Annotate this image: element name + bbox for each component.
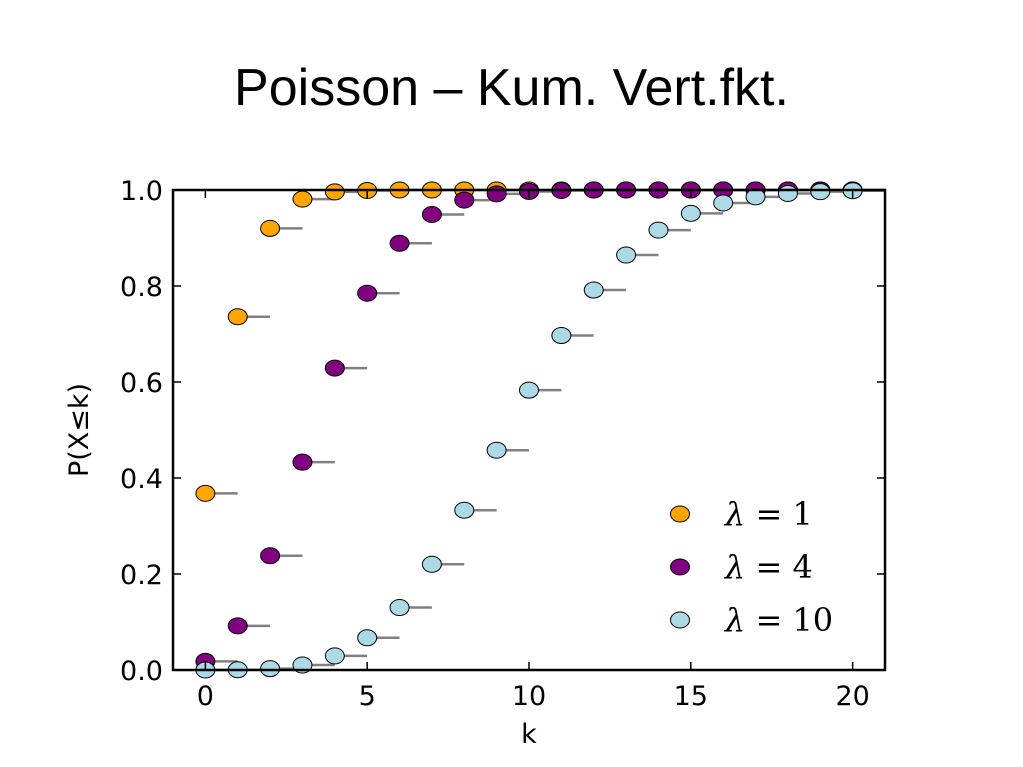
data-point [389,234,410,252]
data-point [777,184,798,202]
data-point [195,484,216,502]
data-point [810,183,831,201]
data-point [616,246,637,264]
data-point [745,188,766,206]
data-point [357,284,378,302]
data-point [551,327,572,345]
y-tick-label: 0.2 [120,560,163,591]
legend-marker [670,505,690,523]
data-point [324,359,345,377]
y-tick-label: 0.6 [120,368,163,399]
data-point [648,221,669,239]
data-point [583,281,604,299]
y-tick-label: 0.4 [120,464,163,495]
x-tick-label: 20 [835,681,869,712]
data-point [292,453,313,471]
data-point [680,204,701,222]
data-point [486,185,507,203]
data-point [227,308,248,326]
axis-ticks: 0 5 10 15 20 0.0 0.2 0.4 0.6 0.8 1.0 [120,176,885,712]
legend-marker [670,558,690,576]
x-axis-label: k [521,719,537,750]
x-tick-label: 10 [512,681,546,712]
data-point [421,555,442,573]
x-tick-label: 15 [674,681,708,712]
data-point [324,647,345,665]
data-point [260,547,281,565]
legend-label: λ = 4 [723,548,813,586]
y-axis-label: P(X≤k) [64,383,95,477]
slide-title: Poisson – Kum. Vert.fkt. [234,59,789,117]
data-point [260,219,281,237]
legend-label: λ = 1 [723,495,813,533]
data-point [389,599,410,617]
plot-frame [171,188,887,672]
data-point [454,501,475,519]
legend-marker [670,611,690,629]
y-tick-label: 1.0 [120,176,163,207]
data-point [713,194,734,212]
data-point [260,660,281,678]
y-tick-label: 0.0 [120,656,163,687]
legend: λ = 1 λ = 4 λ = 10 [670,495,833,639]
data-point [324,183,345,201]
legend-label: λ = 10 [723,601,833,639]
data-point [227,617,248,635]
y-tick-label: 0.8 [120,272,163,303]
data-point [454,191,475,209]
data-point [486,441,507,459]
data-point [292,190,313,208]
data-point [357,629,378,647]
data-point [421,205,442,223]
step-segments [205,188,885,672]
x-tick-label: 0 [197,681,214,712]
data-point [519,381,539,399]
x-tick-label: 5 [359,681,376,712]
